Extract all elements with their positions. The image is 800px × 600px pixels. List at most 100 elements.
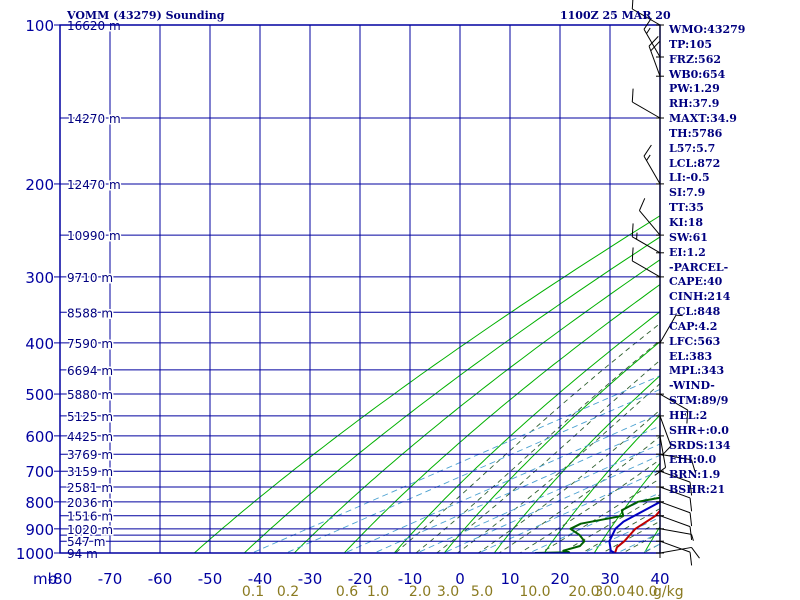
wind-barb-half [646, 154, 651, 161]
wind-barb-staff [659, 515, 691, 528]
wind-barb-staff [659, 546, 692, 554]
frame-layer [54, 24, 661, 554]
station-title: VOMM (43279) Sounding [67, 9, 225, 22]
x-tick-label: -80 [48, 570, 73, 588]
height-label: 6694 m [67, 364, 113, 378]
wind-barb-staff [659, 435, 667, 468]
pressure-label: 400 [25, 335, 54, 353]
height-label: 12470 m [67, 178, 121, 192]
wind-barb-flag [689, 497, 693, 512]
wind-barb [656, 528, 694, 541]
height-label: 5880 m [67, 388, 113, 402]
x-tick-label: -70 [98, 570, 123, 588]
wind-barb-flag [643, 144, 652, 157]
wind-barb [656, 486, 693, 512]
mixing-ratio-unit: g/kg [653, 584, 684, 600]
height-label: 2581 m [67, 481, 113, 495]
index-line: -WIND- [669, 379, 715, 393]
x-tick-label: 0 [455, 570, 465, 588]
pressure-label: 300 [25, 269, 54, 287]
mixing-ratio-label: 20.0 [568, 584, 599, 600]
height-label: 4425 m [67, 430, 113, 444]
wind-barb-staff [659, 453, 692, 461]
mixing-ratio-line [250, 375, 660, 553]
pressure-label: 900 [25, 521, 54, 539]
moist-adiabat [580, 508, 660, 553]
mixing-ratio-line [442, 454, 660, 553]
pressure-label: 200 [25, 176, 54, 194]
wind-barb [656, 314, 683, 344]
wind-barb-staff [648, 45, 661, 77]
index-line: WMO:43279 [669, 23, 746, 36]
index-line: TP:105 [669, 37, 713, 51]
wind-barb-flag [689, 512, 693, 527]
wind-barb [631, 0, 664, 26]
moist-adiabat [394, 322, 660, 553]
moist-adiabat [477, 409, 660, 553]
wind-barb-flag [689, 552, 693, 566]
height-label: 1020 m [67, 523, 113, 537]
dry-adiabat [393, 311, 660, 553]
index-line: SW:61 [669, 230, 708, 244]
index-line: CAP:4.2 [669, 319, 718, 333]
index-line: PW:1.29 [669, 82, 720, 96]
mixing-ratio-label: 0.1 [242, 584, 264, 600]
height-label: 10990 m [67, 229, 121, 243]
wind-barb-flag [638, 198, 646, 211]
x-tick-label: 40 [650, 570, 669, 588]
wind-barb-half [691, 534, 694, 541]
height-label: 3159 m [67, 465, 113, 479]
wind-barb-staff [659, 314, 677, 344]
x-tick-label: -60 [148, 570, 173, 588]
wind-barb [631, 223, 664, 254]
wind-barb-staff [659, 415, 672, 447]
x-tick-label: -20 [348, 570, 373, 588]
index-line: FRZ:562 [669, 52, 722, 66]
height-label: 2036 m [67, 496, 113, 510]
wind-barb-staff [643, 155, 661, 185]
pressure-label: 600 [25, 428, 54, 446]
wind-barb-flag [643, 17, 652, 30]
sounding-time: 1100Z 25 MAR 20 [560, 9, 671, 22]
mixing-ratio-label: 0.6 [336, 584, 358, 600]
moist-adiabat [415, 339, 660, 553]
height-label: 9710 m [67, 271, 113, 285]
wind-barb [638, 198, 664, 236]
index-line: TH:5786 [669, 126, 723, 140]
parcel-line [608, 500, 660, 553]
dry-adiabat [543, 414, 660, 553]
index-line: MPL:343 [669, 364, 725, 378]
x-tick-label: -30 [298, 570, 323, 588]
mixing-ratio-label: 30.0 [594, 584, 625, 600]
index-line: KI:18 [669, 215, 704, 229]
wind-barb-staff [659, 393, 688, 411]
wind-barb [631, 88, 664, 119]
pressure-label: 800 [25, 494, 54, 512]
index-line: LI:-0.5 [669, 171, 710, 185]
wind-barb-flag [689, 482, 693, 496]
wind-barb-flag [691, 547, 700, 559]
index-line: LCL:848 [669, 305, 721, 319]
wind-barb-staff [632, 8, 661, 26]
index-line: CINH:214 [669, 290, 731, 304]
stability-index-panel: WMO:43279 TP:105 FRZ:562 WB0:654 PW:1.29 RH:3… [669, 23, 800, 498]
wind-barb [648, 36, 664, 77]
wind-barb-flag [650, 40, 661, 52]
height-label: 3769 m [67, 448, 113, 462]
wind-barb-staff [659, 528, 692, 535]
dry-adiabat [293, 259, 660, 553]
index-line: BSHR:21 [669, 483, 726, 497]
mixing-ratio-line [373, 425, 660, 553]
index-line: EL:383 [669, 349, 713, 363]
mixing-ratio-label: 40.0 [626, 584, 657, 600]
wind-barb-flag [691, 459, 696, 473]
pressure-label: 100 [25, 17, 54, 35]
wind-barb-half [675, 314, 683, 317]
index-line: -PARCEL- [669, 260, 729, 274]
wind-barb-staff [632, 101, 661, 119]
x-tick-label: -50 [198, 570, 223, 588]
height-label: 8588 m [67, 306, 113, 320]
height-label: 1516 m [67, 510, 113, 524]
wind-barb [656, 453, 696, 473]
